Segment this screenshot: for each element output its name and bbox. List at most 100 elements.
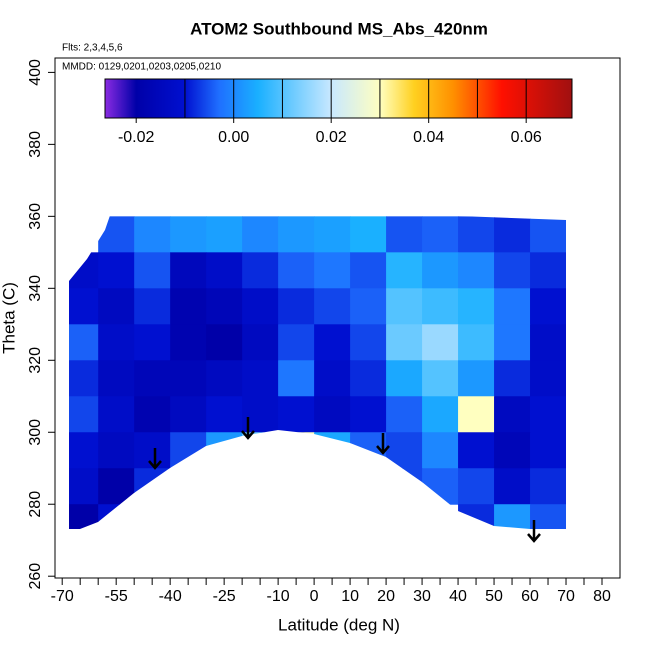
- plot-frame: [54, 57, 621, 579]
- cell: [422, 396, 459, 433]
- cell: [69, 504, 99, 529]
- cell: [458, 468, 495, 505]
- cell: [134, 216, 171, 253]
- cell: [278, 432, 315, 469]
- cell: [98, 396, 135, 433]
- cell: [134, 252, 171, 289]
- cell: [206, 360, 243, 397]
- cell: [134, 324, 171, 361]
- annotation: MMDD: 0129,0201,0203,0205,0210: [62, 62, 221, 73]
- cell: [494, 252, 531, 289]
- cell: [278, 360, 315, 397]
- y-tick-label: 260: [27, 563, 44, 590]
- cell: [170, 216, 207, 253]
- cell: [530, 288, 566, 325]
- x-tick-label: 10: [341, 588, 359, 605]
- cell: [206, 216, 243, 253]
- cell: [458, 396, 495, 433]
- x-tick-label: -70: [51, 588, 74, 605]
- cell: [170, 396, 207, 433]
- cell: [530, 504, 566, 529]
- cell: [494, 288, 531, 325]
- cell: [98, 468, 135, 505]
- colorbar-tick-label: -0.02: [118, 129, 155, 146]
- cell: [350, 396, 387, 433]
- y-tick-label: 300: [27, 419, 44, 446]
- colorbar: [104, 78, 573, 119]
- x-tick-label: 40: [449, 588, 467, 605]
- cell: [494, 468, 531, 505]
- cell: [422, 360, 459, 397]
- cell: [350, 216, 387, 253]
- cell: [278, 396, 315, 433]
- cell: [530, 252, 566, 289]
- x-tick-label: -25: [213, 588, 236, 605]
- colorbar-tick-label: 0.04: [413, 129, 444, 146]
- field: [69, 216, 566, 529]
- cell: [494, 324, 531, 361]
- cell: [386, 324, 423, 361]
- cell: [530, 324, 566, 361]
- cell: [242, 216, 279, 253]
- cell: [278, 216, 315, 253]
- colorbar-tick-label: 0.02: [316, 129, 347, 146]
- cell: [98, 288, 135, 325]
- y-tick-label: 380: [27, 131, 44, 158]
- arrow: [148, 448, 162, 470]
- cell: [458, 252, 495, 289]
- cell: [69, 396, 99, 433]
- cell: [422, 324, 459, 361]
- cell: [314, 288, 351, 325]
- arrow: [241, 417, 255, 440]
- cell: [458, 432, 495, 469]
- cell: [458, 288, 495, 325]
- cell: [170, 360, 207, 397]
- cell: [69, 252, 99, 289]
- cell: [134, 288, 171, 325]
- cell: [386, 396, 423, 433]
- cell: [69, 432, 99, 469]
- colorbar-tick-label: 0.06: [511, 129, 542, 146]
- y-tick-label: 400: [27, 59, 44, 86]
- y-axis-label: Theta (C): [0, 282, 18, 354]
- cell: [170, 432, 207, 469]
- cell: [458, 324, 495, 361]
- arrow: [376, 433, 390, 455]
- cell: [134, 360, 171, 397]
- y-tick-label: 320: [27, 347, 44, 374]
- cell: [69, 360, 99, 397]
- cell: [314, 324, 351, 361]
- cell: [314, 396, 351, 433]
- cell: [422, 252, 459, 289]
- cell: [458, 504, 495, 529]
- cell: [494, 504, 531, 529]
- cell: [206, 432, 243, 469]
- cell: [386, 252, 423, 289]
- cell: [530, 216, 566, 253]
- cell: [278, 252, 315, 289]
- cell: [530, 396, 566, 433]
- cell: [242, 288, 279, 325]
- cell: [422, 288, 459, 325]
- x-tick-label: 70: [557, 588, 575, 605]
- cell: [530, 432, 566, 469]
- cell: [386, 360, 423, 397]
- cell: [242, 252, 279, 289]
- flight-markers: [148, 417, 541, 543]
- axes: -70 -55 -40 -25 -10 0 10 20 30 40 50 60 70 80 260 280 30…: [27, 59, 611, 605]
- cell: [98, 432, 135, 469]
- x-tick-label: -10: [267, 588, 290, 605]
- cell: [386, 288, 423, 325]
- cell: [206, 252, 243, 289]
- cell: [98, 252, 135, 289]
- cell: [494, 360, 531, 397]
- cell: [350, 360, 387, 397]
- cell: [314, 252, 351, 289]
- cell: [206, 288, 243, 325]
- cell: [422, 468, 459, 505]
- cell: [494, 216, 531, 253]
- cell: [98, 216, 135, 253]
- y-tick-label: 360: [27, 203, 44, 230]
- cell: [98, 360, 135, 397]
